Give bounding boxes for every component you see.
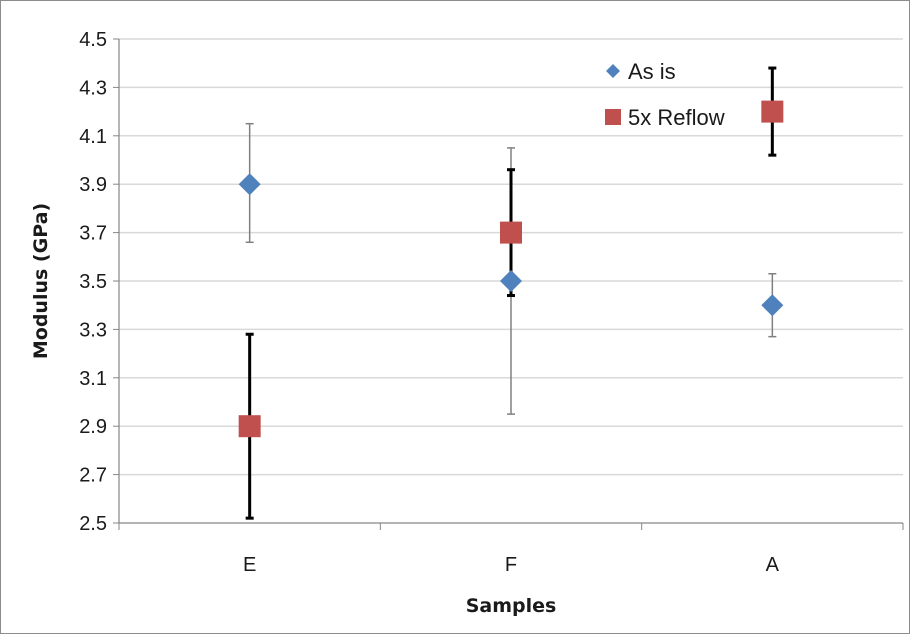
as-is-point (500, 270, 522, 292)
y-axis-title: Modulus (GPa) (30, 203, 52, 359)
x-tick-label: F (505, 554, 517, 576)
legend-label: As is (628, 59, 676, 84)
reflow-point (238, 415, 261, 438)
as-is-point (238, 173, 261, 196)
reflow-point (761, 100, 784, 123)
y-tick-label: 2.7 (79, 465, 107, 487)
y-tick-label: 3.3 (79, 319, 107, 341)
legend-marker (606, 64, 620, 78)
y-tick-label: 3.9 (79, 174, 107, 196)
legend-marker (605, 109, 621, 125)
data-markers (238, 100, 784, 438)
legend: As is 5x Reflow (605, 59, 725, 130)
reflow-point (500, 221, 522, 244)
x-tick-label: E (243, 554, 256, 576)
y-tick-label: 2.5 (79, 513, 107, 535)
y-tick-label: 4.1 (79, 126, 107, 148)
y-tick-label: 4.5 (79, 29, 107, 51)
legend-label: 5x Reflow (628, 105, 725, 130)
y-tick-label: 3.7 (79, 223, 107, 245)
y-tick-label: 4.3 (79, 77, 107, 99)
x-axis-title: Samples (466, 595, 557, 617)
axes (113, 38, 904, 530)
y-tick-label: 3.5 (79, 271, 107, 293)
as-is-point (761, 294, 784, 317)
y-tick-label: 2.9 (79, 416, 107, 438)
tick-labels: 2.5 2.7 2.9 3.1 3.3 3.5 3.7 3.9 4.1 4.3 4.5 E F A (79, 29, 779, 576)
x-tick-label: A (766, 554, 780, 576)
y-tick-label: 3.1 (79, 368, 107, 390)
